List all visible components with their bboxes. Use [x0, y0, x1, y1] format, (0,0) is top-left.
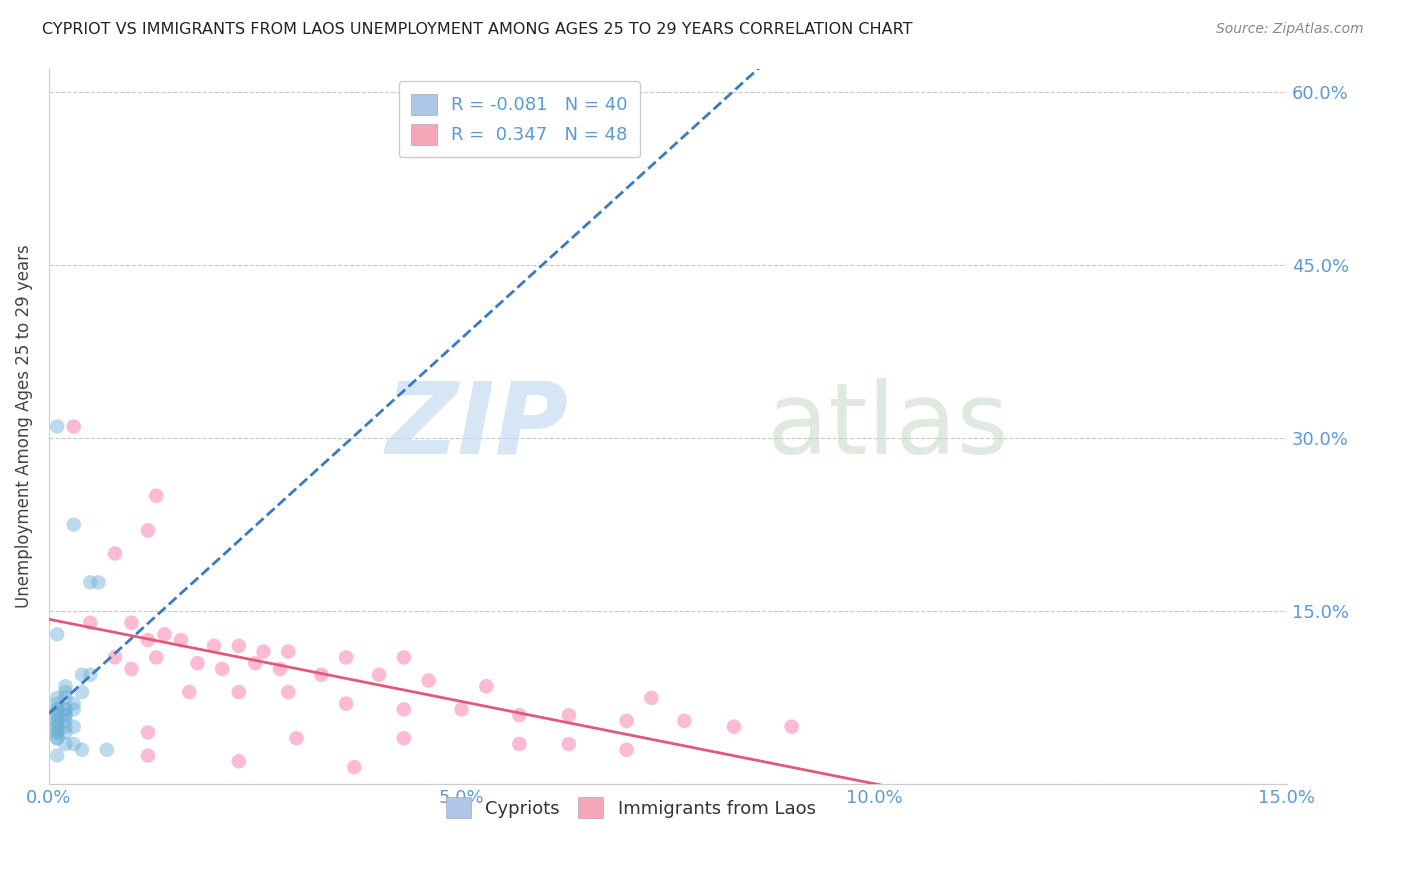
- Point: [723, 720, 745, 734]
- Point: [96, 743, 118, 757]
- Point: [55, 737, 77, 751]
- Point: [55, 679, 77, 693]
- Point: [558, 737, 581, 751]
- Point: [79, 575, 101, 590]
- Point: [87, 575, 110, 590]
- Point: [46, 690, 69, 705]
- Point: [640, 690, 662, 705]
- Point: [55, 720, 77, 734]
- Point: [46, 419, 69, 434]
- Point: [277, 645, 299, 659]
- Point: [79, 667, 101, 681]
- Point: [55, 690, 77, 705]
- Point: [46, 714, 69, 728]
- Point: [136, 748, 159, 763]
- Point: [228, 755, 250, 769]
- Point: [55, 685, 77, 699]
- Point: [558, 708, 581, 723]
- Point: [79, 615, 101, 630]
- Point: [780, 720, 803, 734]
- Text: Source: ZipAtlas.com: Source: ZipAtlas.com: [1216, 22, 1364, 37]
- Point: [228, 639, 250, 653]
- Point: [418, 673, 440, 688]
- Point: [62, 697, 84, 711]
- Point: [55, 725, 77, 739]
- Point: [202, 639, 225, 653]
- Point: [46, 708, 69, 723]
- Point: [70, 667, 93, 681]
- Point: [46, 725, 69, 739]
- Point: [62, 517, 84, 532]
- Point: [46, 702, 69, 716]
- Point: [55, 702, 77, 716]
- Point: [136, 633, 159, 648]
- Point: [46, 720, 69, 734]
- Point: [508, 737, 530, 751]
- Point: [252, 645, 274, 659]
- Text: atlas: atlas: [766, 378, 1008, 475]
- Point: [392, 731, 415, 746]
- Point: [46, 627, 69, 641]
- Point: [62, 737, 84, 751]
- Point: [245, 656, 267, 670]
- Point: [62, 702, 84, 716]
- Text: ZIP: ZIP: [385, 378, 569, 475]
- Point: [104, 650, 127, 665]
- Point: [70, 743, 93, 757]
- Point: [343, 760, 366, 774]
- Point: [121, 662, 143, 676]
- Point: [186, 656, 208, 670]
- Point: [46, 697, 69, 711]
- Point: [46, 714, 69, 728]
- Point: [136, 725, 159, 739]
- Point: [55, 702, 77, 716]
- Point: [179, 685, 201, 699]
- Point: [616, 714, 638, 728]
- Point: [616, 743, 638, 757]
- Point: [145, 489, 167, 503]
- Point: [475, 679, 498, 693]
- Point: [136, 524, 159, 538]
- Point: [508, 708, 530, 723]
- Point: [55, 708, 77, 723]
- Point: [335, 697, 357, 711]
- Point: [269, 662, 291, 676]
- Point: [392, 650, 415, 665]
- Point: [55, 708, 77, 723]
- Point: [46, 702, 69, 716]
- Point: [311, 667, 333, 681]
- Point: [211, 662, 233, 676]
- Point: [368, 667, 391, 681]
- Point: [277, 685, 299, 699]
- Point: [46, 708, 69, 723]
- Point: [228, 685, 250, 699]
- Point: [70, 685, 93, 699]
- Point: [46, 731, 69, 746]
- Point: [145, 650, 167, 665]
- Point: [62, 720, 84, 734]
- Text: CYPRIOT VS IMMIGRANTS FROM LAOS UNEMPLOYMENT AMONG AGES 25 TO 29 YEARS CORRELATI: CYPRIOT VS IMMIGRANTS FROM LAOS UNEMPLOY…: [42, 22, 912, 37]
- Y-axis label: Unemployment Among Ages 25 to 29 years: Unemployment Among Ages 25 to 29 years: [15, 244, 32, 608]
- Point: [62, 419, 84, 434]
- Point: [104, 547, 127, 561]
- Point: [285, 731, 308, 746]
- Point: [46, 731, 69, 746]
- Point: [46, 725, 69, 739]
- Point: [335, 650, 357, 665]
- Point: [673, 714, 696, 728]
- Point: [170, 633, 193, 648]
- Point: [153, 627, 176, 641]
- Point: [450, 702, 472, 716]
- Point: [121, 615, 143, 630]
- Point: [46, 720, 69, 734]
- Point: [392, 702, 415, 716]
- Point: [55, 714, 77, 728]
- Point: [46, 748, 69, 763]
- Legend: Cypriots, Immigrants from Laos: Cypriots, Immigrants from Laos: [439, 790, 823, 825]
